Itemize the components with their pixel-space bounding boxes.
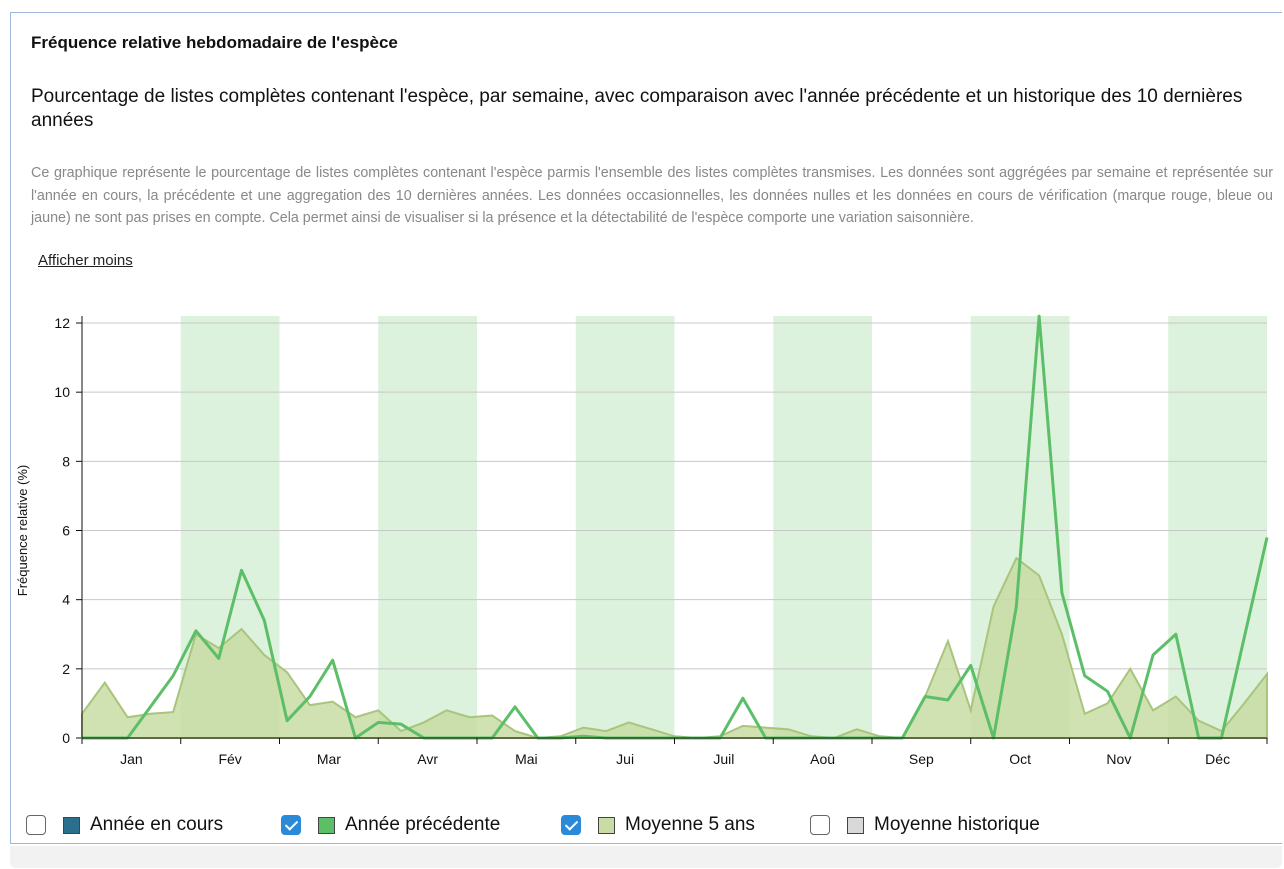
y-tick-label: 4 — [62, 592, 70, 608]
legend-item[interactable]: Moyenne historique — [810, 814, 1040, 836]
y-tick-label: 10 — [54, 384, 70, 400]
panel — [10, 12, 1282, 844]
y-tick-label: 2 — [62, 661, 70, 677]
legend-swatch — [318, 816, 335, 834]
legend-swatch — [63, 816, 80, 834]
month-band — [575, 316, 675, 738]
legend-label: Moyenne historique — [874, 814, 1040, 835]
toggle-link[interactable]: Afficher moins — [38, 252, 133, 269]
checkbox[interactable] — [281, 815, 301, 835]
description: Ce graphique représente le pourcentage d… — [31, 165, 1273, 226]
y-axis-label: Fréquence relative (%) — [15, 465, 30, 597]
legend-item[interactable]: Année en cours — [26, 814, 223, 836]
legend-item[interactable]: Moyenne 5 ans — [561, 814, 755, 836]
x-tick-label: Jan — [120, 751, 143, 767]
month-band — [1168, 316, 1267, 738]
x-tick-label: Sep — [909, 751, 934, 767]
chart: 0 2 4 6 8 10 12 Fréquence relative (%) Jan Fév Mar… — [15, 314, 1269, 767]
legend-item[interactable]: Année précédente — [281, 814, 500, 836]
x-tick-label: Oct — [1009, 751, 1031, 767]
legend-swatch — [598, 816, 615, 834]
x-tick-label: Juil — [713, 751, 734, 767]
x-tick-label: Déc — [1205, 751, 1230, 767]
x-tick-label: Mai — [515, 751, 538, 767]
checkbox[interactable] — [561, 815, 581, 835]
checkbox[interactable] — [810, 815, 830, 835]
legend-swatch — [847, 816, 864, 834]
legend-label: Moyenne 5 ans — [625, 814, 755, 835]
y-tick-label: 8 — [62, 453, 70, 469]
month-band — [773, 316, 872, 738]
y-tick-label: 6 — [62, 523, 70, 539]
legend-label: Année précédente — [345, 814, 501, 835]
x-tick-label: Fév — [218, 751, 241, 767]
x-tick-label: Nov — [1106, 751, 1131, 767]
subtitle: Pourcentage de listes complètes contenan… — [31, 86, 1243, 131]
month-band — [378, 316, 477, 738]
legend-label: Année en cours — [90, 814, 224, 835]
x-tick-label: Mar — [317, 751, 341, 767]
y-tick-label: 0 — [62, 730, 70, 746]
title: Fréquence relative hebdomadaire de l'esp… — [31, 33, 398, 52]
x-tick-label: Avr — [417, 751, 438, 767]
checkbox[interactable] — [26, 815, 46, 835]
x-tick-label: Aoû — [810, 751, 835, 767]
x-tick-label: Jui — [616, 751, 634, 767]
panel-footer — [10, 846, 1282, 868]
y-tick-label: 12 — [54, 315, 70, 331]
